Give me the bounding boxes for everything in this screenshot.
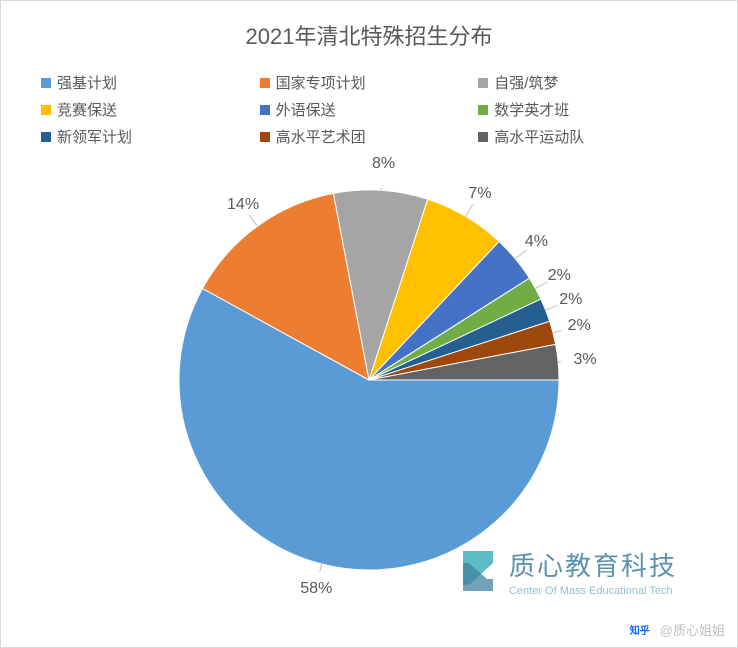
- watermark-logo-icon: [455, 545, 501, 597]
- leader-line: [553, 329, 561, 332]
- attribution: 知乎 @质心姐姐: [626, 620, 725, 639]
- slice-label: 8%: [372, 155, 395, 173]
- legend-swatch: [478, 105, 488, 115]
- legend-item: 自强/筑梦: [478, 69, 697, 96]
- legend-label: 国家专项计划: [276, 72, 366, 93]
- legend-item: 数学英才班: [478, 96, 697, 123]
- slice-label: 3%: [573, 351, 596, 369]
- leader-line: [249, 215, 257, 226]
- watermark-text-cn: 质心教育科技: [509, 546, 677, 583]
- legend-label: 高水平艺术团: [276, 126, 366, 147]
- legend-item: 外语保送: [260, 96, 479, 123]
- legend-swatch: [260, 132, 270, 142]
- slice-label: 7%: [468, 185, 491, 203]
- legend-swatch: [41, 132, 51, 142]
- leader-line: [546, 305, 559, 310]
- leader-line: [535, 282, 547, 289]
- chart-legend: 强基计划 国家专项计划 自强/筑梦竞赛保送 外语保送 数学英才班新领军计划 高水平艺术团 高…: [1, 51, 737, 150]
- leader-line: [466, 204, 473, 216]
- legend-label: 外语保送: [276, 99, 336, 120]
- pie-svg: [177, 188, 561, 572]
- legend-item: 强基计划: [41, 69, 260, 96]
- attribution-author: @质心姐姐: [660, 620, 725, 639]
- legend-swatch: [478, 78, 488, 88]
- zhihu-icon: 知乎: [626, 623, 654, 637]
- legend-item: 新领军计划: [41, 123, 260, 150]
- legend-label: 竞赛保送: [57, 99, 117, 120]
- watermark: 质心教育科技 Center Of Mass Educational Tech: [455, 545, 677, 597]
- watermark-text: 质心教育科技 Center Of Mass Educational Tech: [509, 546, 677, 597]
- chart-container: 2021年清北特殊招生分布 强基计划 国家专项计划 自强/筑梦竞赛保送 外语保送 数学英…: [0, 0, 738, 648]
- legend-label: 自强/筑梦: [494, 72, 558, 93]
- legend-label: 新领军计划: [57, 126, 132, 147]
- legend-label: 强基计划: [57, 72, 117, 93]
- legend-label: 数学英才班: [494, 99, 569, 120]
- legend-item: 高水平运动队: [478, 123, 697, 150]
- legend-swatch: [260, 78, 270, 88]
- pie-area: 58%14%8%7%4%2%2%2%3%: [1, 150, 737, 610]
- leader-line: [318, 564, 321, 572]
- legend-swatch: [41, 78, 51, 88]
- watermark-text-en: Center Of Mass Educational Tech: [509, 585, 677, 597]
- slice-label: 2%: [548, 267, 571, 285]
- slice-label: 58%: [300, 580, 332, 598]
- legend-label: 高水平运动队: [494, 126, 584, 147]
- legend-item: 国家专项计划: [260, 69, 479, 96]
- legend-item: 竞赛保送: [41, 96, 260, 123]
- slice-label: 4%: [525, 233, 548, 251]
- slice-label: 14%: [227, 196, 259, 214]
- slice-label: 2%: [559, 291, 582, 309]
- slice-label: 2%: [568, 317, 591, 335]
- legend-swatch: [41, 105, 51, 115]
- chart-title: 2021年清北特殊招生分布: [1, 1, 737, 51]
- legend-item: 高水平艺术团: [260, 123, 479, 150]
- legend-swatch: [478, 132, 488, 142]
- legend-swatch: [260, 105, 270, 115]
